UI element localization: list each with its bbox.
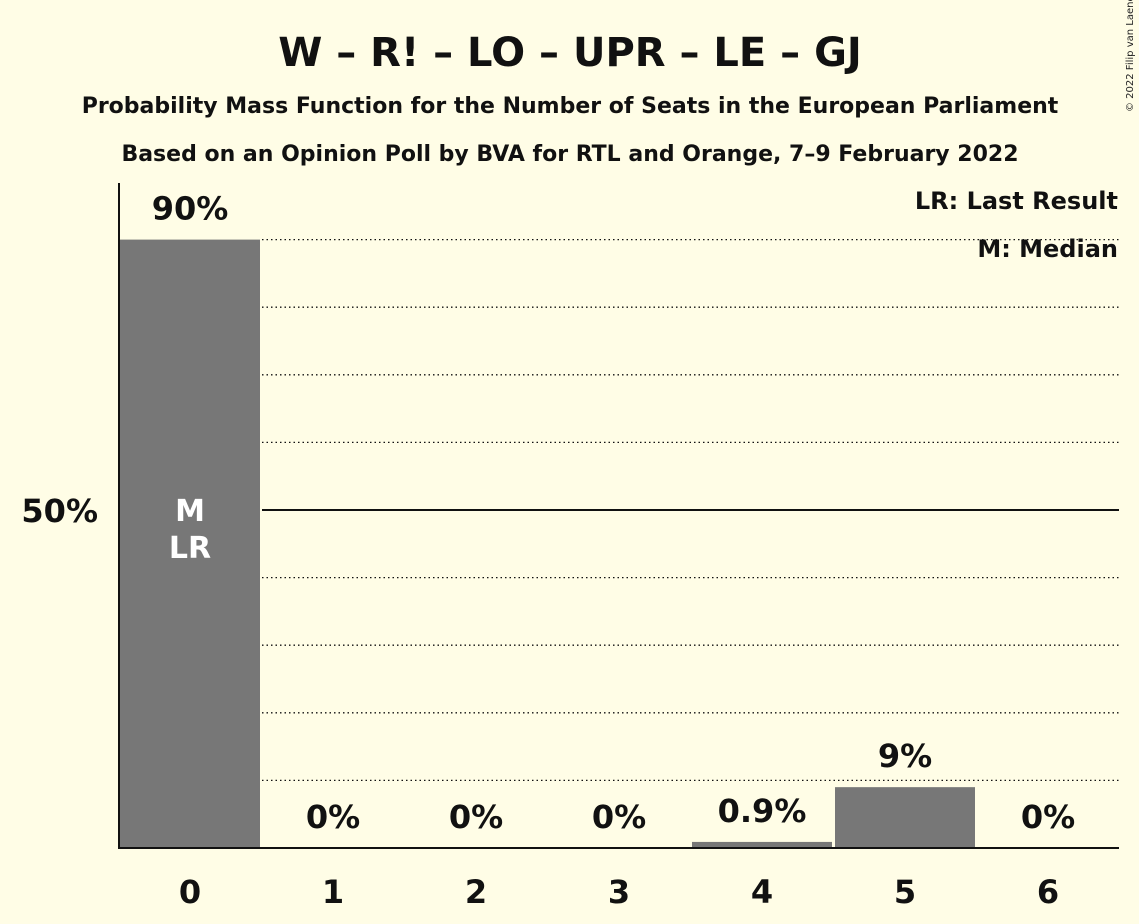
x-tick-label-1: 1 xyxy=(322,873,344,911)
value-label-4: 0.9% xyxy=(718,792,807,830)
bar-4 xyxy=(692,841,832,848)
chart-subtitle-2: Based on an Opinion Poll by BVA for RTL … xyxy=(121,142,1018,167)
bar-5 xyxy=(835,787,975,848)
value-label-6: 0% xyxy=(1021,798,1075,836)
bar-annotation-m: M xyxy=(175,494,205,529)
legend-median: M: Median xyxy=(977,235,1118,263)
x-tick-label-5: 5 xyxy=(894,873,916,911)
chart-subtitle: Probability Mass Function for the Number… xyxy=(82,94,1059,119)
legend: LR: Last Result M: Median xyxy=(915,187,1118,263)
chart-title: W – R! – LO – UPR – LE – GJ xyxy=(278,30,862,76)
value-label-3: 0% xyxy=(592,798,646,836)
legend-last-result: LR: Last Result xyxy=(915,187,1118,215)
bar-0 xyxy=(120,239,260,849)
value-label-1: 0% xyxy=(306,798,360,836)
x-tick-label-6: 6 xyxy=(1037,873,1059,911)
value-label-0: 90% xyxy=(152,190,229,228)
y-tick-label-50: 50% xyxy=(21,492,98,530)
x-tick-label-3: 3 xyxy=(608,873,630,911)
x-tick-label-0: 0 xyxy=(179,873,201,911)
gridlines xyxy=(262,238,1119,782)
value-label-2: 0% xyxy=(449,798,503,836)
value-label-5: 9% xyxy=(878,737,932,775)
copyright-notice: © 2022 Filip van Laenen xyxy=(1125,0,1136,112)
x-tick-label-4: 4 xyxy=(751,873,773,911)
bar-annotation-lr: LR xyxy=(169,531,211,566)
x-tick-label-2: 2 xyxy=(465,873,487,911)
bars: 90% 0 0% 1 0% 2 0% 3 0.9% 4 9% 5 0% 6 MLR xyxy=(120,190,1075,911)
